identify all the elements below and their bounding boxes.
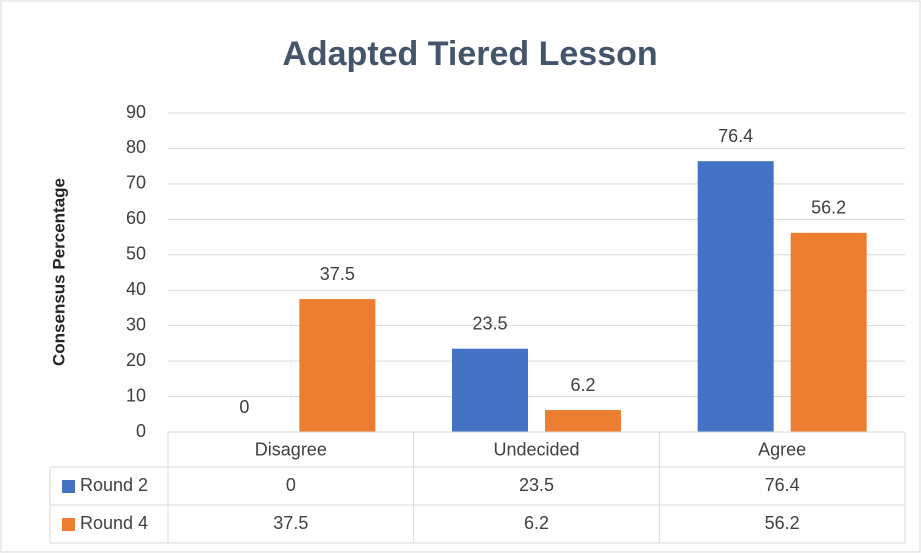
data-label: 6.2 xyxy=(570,375,595,395)
data-label: 23.5 xyxy=(472,313,507,333)
bar xyxy=(697,161,774,432)
bar xyxy=(299,299,376,432)
table-cell: 23.5 xyxy=(519,475,554,495)
data-label: 56.2 xyxy=(811,198,846,218)
data-label: 37.5 xyxy=(320,264,355,284)
y-tick-label: 90 xyxy=(126,102,146,122)
table-cell: 56.2 xyxy=(765,513,800,533)
y-tick-label: 50 xyxy=(126,244,146,264)
table-cell: 76.4 xyxy=(765,475,800,495)
x-tick-label: Undecided xyxy=(493,439,579,459)
y-tick-label: 60 xyxy=(126,208,146,228)
x-tick-label: Disagree xyxy=(255,439,327,459)
legend-swatch xyxy=(62,480,75,493)
y-tick-label: 80 xyxy=(126,137,146,157)
table-cell: 0 xyxy=(286,475,296,495)
table-cell: 6.2 xyxy=(524,513,549,533)
legend-swatch xyxy=(62,518,75,531)
y-tick-label: 30 xyxy=(126,314,146,334)
bar xyxy=(790,232,867,432)
data-label: 76.4 xyxy=(718,126,753,146)
data-label: 0 xyxy=(239,397,249,417)
y-tick-label: 0 xyxy=(136,421,146,441)
y-tick-label: 40 xyxy=(126,279,146,299)
chart-title: Adapted Tiered Lesson xyxy=(282,35,657,73)
legend-label: Round 2 xyxy=(80,475,148,495)
y-axis-label: Consensus Percentage xyxy=(49,178,68,366)
bar xyxy=(452,348,528,432)
y-tick-label: 70 xyxy=(126,173,146,193)
y-tick-label: 20 xyxy=(126,350,146,370)
table-cell: 37.5 xyxy=(273,513,308,533)
bar xyxy=(545,410,621,432)
legend-label: Round 4 xyxy=(80,513,148,533)
y-tick-label: 10 xyxy=(126,385,146,405)
x-tick-label: Agree xyxy=(758,439,806,459)
